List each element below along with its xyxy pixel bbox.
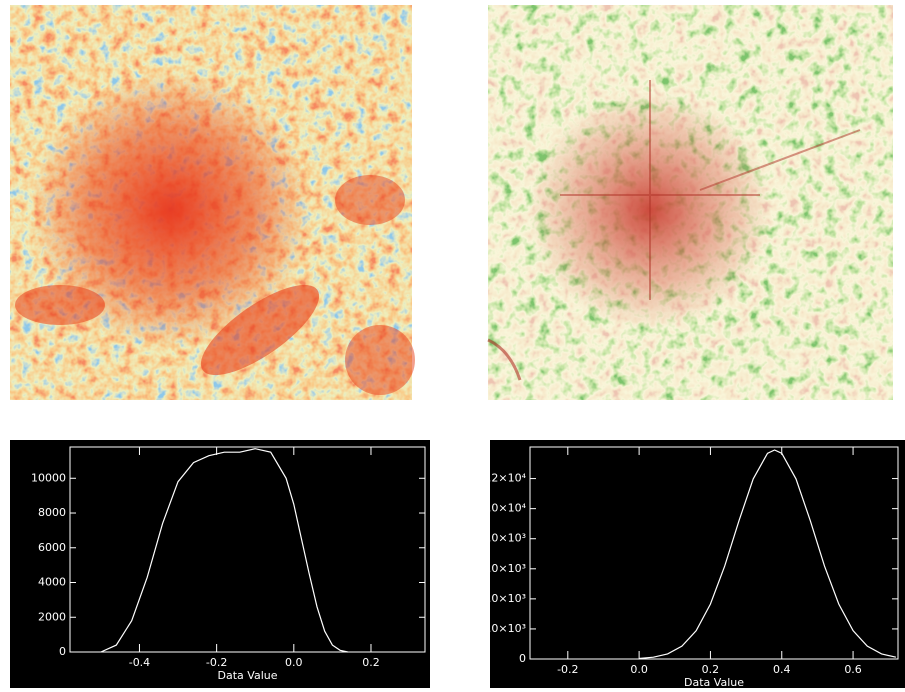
page: {"chart_data": [ {"type": "line", "xlabe… [0, 0, 905, 692]
x-tick-label: -0.4 [129, 656, 150, 669]
x-axis-label: Data Value [684, 676, 744, 688]
y-tick-label: 4.0×10³ [481, 592, 526, 605]
histogram-panel [10, 440, 430, 688]
y-tick-label: 4000 [38, 576, 66, 589]
x-tick-label: 0.0 [285, 656, 303, 669]
x-axis-label: Data Value [218, 669, 278, 682]
map-right [488, 5, 893, 400]
y-tick-label: 0 [519, 652, 526, 665]
y-tick-label: 1.0×10⁴ [481, 502, 527, 515]
y-tick-label: 2.0×10³ [481, 622, 526, 635]
x-tick-label: 0.0 [630, 663, 648, 676]
x-tick-label: 0.2 [362, 656, 380, 669]
figure: 0200040006000800010000-0.4-0.20.00.2Data… [0, 0, 905, 688]
y-tick-label: 6000 [38, 541, 66, 554]
x-tick-label: 0.2 [702, 663, 720, 676]
x-tick-label: 0.6 [844, 663, 862, 676]
x-tick-label: -0.2 [557, 663, 578, 676]
y-tick-label: 0 [59, 645, 66, 658]
y-tick-label: 8.0×10³ [481, 532, 526, 545]
map-left [10, 5, 415, 400]
y-tick-label: 2000 [38, 610, 66, 623]
x-tick-label: 0.4 [773, 663, 791, 676]
histogram-panel [490, 440, 905, 688]
y-tick-label: 1.2×10⁴ [481, 472, 527, 485]
y-tick-label: 6.0×10³ [481, 562, 526, 575]
y-tick-label: 10000 [31, 471, 66, 484]
x-tick-label: -0.2 [206, 656, 227, 669]
y-tick-label: 8000 [38, 506, 66, 519]
